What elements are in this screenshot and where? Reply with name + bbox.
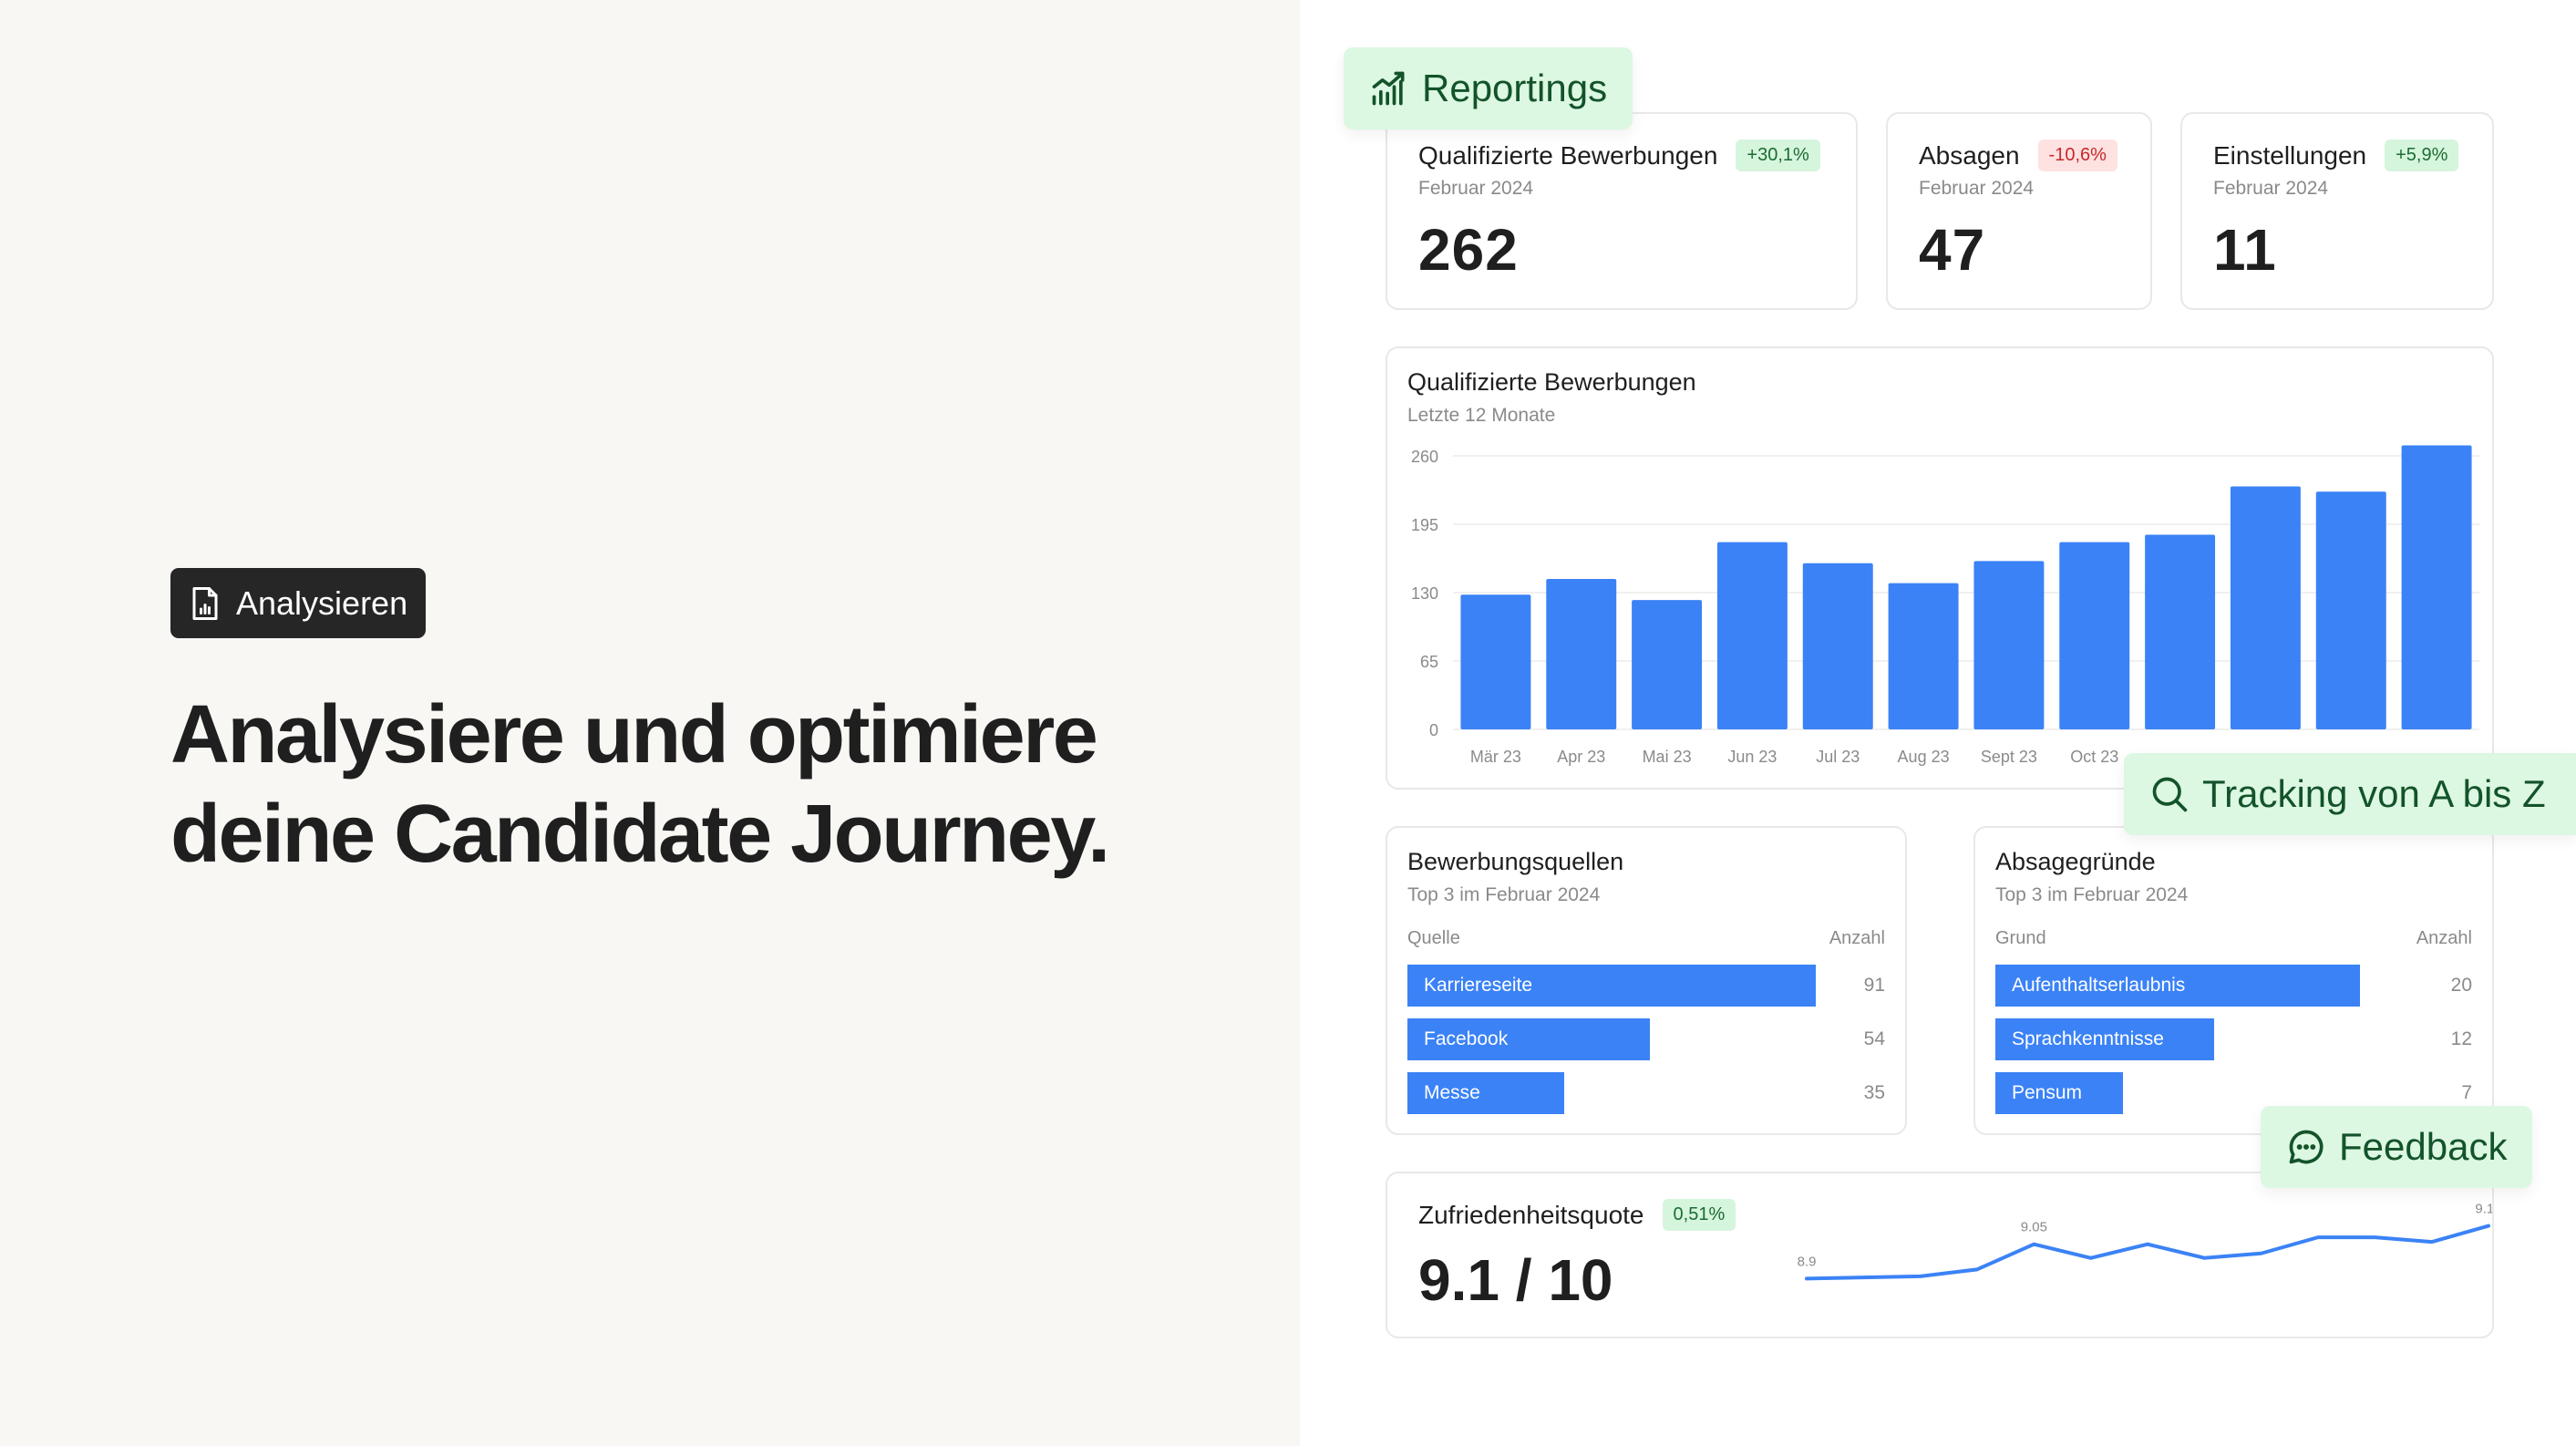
kpi-card-qualified[interactable]: Qualifizierte Bewerbungen +30,1% Februar… — [1386, 112, 1858, 310]
bar-chart: 0 65 130 195 260 Mär 23 Apr 23 Mai 23 Jun 23 Jul … — [1411, 445, 2479, 766]
sources-card: Bewerbungsquellen Top 3 im Februar 2024 … — [1386, 826, 1907, 1135]
list-bar: Facebook — [1407, 1018, 1650, 1060]
headline-line-2: deine Candidate Journey. — [170, 789, 1110, 880]
bar-chart-title: Qualifizierte Bewerbungen — [1407, 368, 1696, 396]
x-tick-label: Aug 23 — [1898, 748, 1950, 766]
kpi-period: Februar 2024 — [2213, 178, 2329, 199]
bar — [2401, 445, 2472, 729]
kpi-change-badge: +30,1% — [1736, 139, 1820, 171]
feedback-chip-label: Feedback — [2339, 1125, 2508, 1168]
kpi-period: Februar 2024 — [1919, 178, 2035, 199]
y-tick-label: 0 — [1429, 721, 1438, 739]
bar — [2230, 486, 2301, 729]
bar — [1460, 594, 1531, 729]
kpi-value: 262 — [1418, 217, 1519, 283]
reasons-subtitle: Top 3 im Februar 2024 — [1995, 884, 2189, 905]
y-tick-label: 195 — [1411, 516, 1438, 534]
list-bar: Pensum — [1995, 1072, 2123, 1114]
kpi-title: Einstellungen — [2213, 140, 2367, 170]
feedback-chip: Feedback — [2261, 1106, 2533, 1188]
bar — [1888, 583, 1959, 729]
tracking-chip-label: Tracking von A bis Z — [2202, 772, 2546, 815]
list-count: 35 — [1863, 1082, 1885, 1103]
kpi-change-badge: +5,9% — [2385, 139, 2459, 171]
list-count: 12 — [2450, 1028, 2472, 1049]
left-panel: Analysieren Analysiere und optimiere dei… — [0, 0, 1300, 1446]
list-count: 54 — [1863, 1028, 1885, 1049]
sources-col-source: Quelle — [1407, 928, 1460, 948]
list-count: 20 — [2450, 975, 2472, 996]
bar — [2145, 534, 2216, 729]
sources-subtitle: Top 3 im Februar 2024 — [1407, 884, 1601, 905]
kpi-value: 11 — [2213, 217, 2277, 283]
y-tick-label: 65 — [1420, 653, 1438, 671]
bar — [1632, 600, 1703, 729]
satisfaction-line — [1805, 1224, 2490, 1281]
bar-chart-subtitle: Letzte 12 Monate — [1407, 405, 1556, 426]
y-tick-label: 260 — [1411, 448, 1438, 466]
kpi-period: Februar 2024 — [1418, 178, 1534, 199]
satisfaction-line-chart: 8.9 9.05 9.13 — [1798, 1202, 2492, 1281]
kpi-card-rejections[interactable]: Absagen -10,6% Februar 2024 47 — [1886, 112, 2152, 310]
kpi-change-badge: -10,6% — [2037, 139, 2117, 171]
tracking-chip: Tracking von A bis Z — [2124, 753, 2576, 835]
x-tick-label: Mai 23 — [1643, 748, 1692, 766]
satisfaction-badge: 0,51% — [1662, 1199, 1736, 1231]
analysieren-tag-label: Analysieren — [236, 584, 408, 622]
point-label: 9.05 — [2021, 1220, 2047, 1235]
x-tick-label: Sept 23 — [1981, 748, 2037, 766]
reportings-chip: Reportings — [1344, 47, 1633, 129]
dashboard-panel: Qualifizierte Bewerbungen +30,1% Februar… — [1300, 0, 2576, 1446]
x-tick-label: Jun 23 — [1727, 748, 1777, 766]
x-tick-label: Apr 23 — [1557, 748, 1605, 766]
report-file-icon — [192, 586, 218, 620]
point-label: 9.13 — [2475, 1202, 2492, 1217]
list-bar: Sprachkenntnisse — [1995, 1018, 2214, 1060]
chart-trend-icon — [1372, 71, 1405, 106]
bar — [1546, 579, 1617, 729]
satisfaction-value: 9.1 / 10 — [1418, 1247, 1613, 1313]
kpi-card-hires[interactable]: Einstellungen +5,9% Februar 2024 11 — [2180, 112, 2494, 310]
reportings-chip-label: Reportings — [1422, 67, 1608, 109]
sources-title: Bewerbungsquellen — [1407, 848, 1624, 875]
kpi-title: Absagen — [1919, 140, 2020, 170]
headline: Analysiere und optimiere deine Candidate… — [170, 686, 1110, 884]
list-count: 7 — [2461, 1082, 2472, 1103]
search-icon — [2152, 777, 2188, 812]
x-tick-label: Oct 23 — [2070, 748, 2118, 766]
point-label: 8.9 — [1798, 1254, 1817, 1269]
kpi-title: Qualifizierte Bewerbungen — [1418, 140, 1718, 170]
list-bar: Karriereseite — [1407, 965, 1816, 1007]
reasons-title: Absagegründe — [1995, 848, 2156, 875]
bar — [2059, 542, 2130, 729]
satisfaction-card: Zufriedenheitsquote 0,51% 9.1 / 10 8.9 9.… — [1386, 1172, 2494, 1338]
y-tick-label: 130 — [1411, 584, 1438, 603]
bar — [1802, 563, 1873, 729]
bar-chart-card: Qualifizierte Bewerbungen Letzte 12 Mona… — [1386, 346, 2494, 790]
bar — [1973, 561, 2045, 729]
list-count: 91 — [1863, 975, 1885, 996]
satisfaction-title: Zufriedenheitsquote — [1418, 1200, 1644, 1229]
reasons-card: Absagegründe Top 3 im Februar 2024 Grund… — [1973, 826, 2494, 1135]
list-bar: Messe — [1407, 1072, 1565, 1114]
list-bar: Aufenthaltserlaubnis — [1995, 965, 2360, 1007]
reasons-col-count: Anzahl — [2416, 928, 2472, 948]
bar — [2315, 491, 2386, 729]
bar — [1716, 542, 1788, 729]
reasons-col-reason: Grund — [1995, 928, 2046, 948]
headline-line-1: Analysiere und optimiere — [170, 689, 1098, 780]
sources-col-count: Anzahl — [1829, 928, 1885, 948]
x-tick-label: Mär 23 — [1470, 748, 1521, 766]
x-tick-label: Jul 23 — [1816, 748, 1860, 766]
analysieren-tag: Analysieren — [170, 568, 427, 638]
chat-bubble-icon — [2289, 1130, 2324, 1164]
kpi-value: 47 — [1919, 217, 1986, 283]
